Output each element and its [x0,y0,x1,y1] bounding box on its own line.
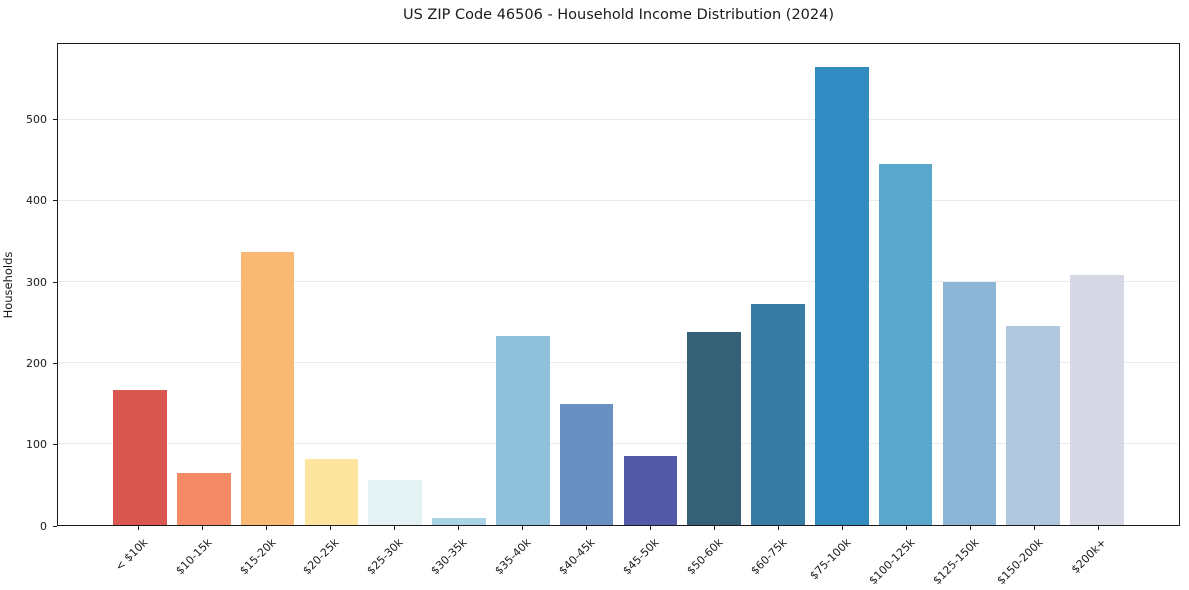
bar-$15-20k [240,252,295,525]
bar-slot [1065,44,1129,525]
y-tick-mark [53,200,57,202]
x-tick-mark [266,526,268,530]
bar-< $10k [113,389,167,525]
x-tick-label: $50-60k [684,536,726,578]
gridline [58,281,1179,283]
bar-$60-75k [751,303,805,525]
x-tick-mark [969,526,971,530]
bar-$35-40k [495,336,550,525]
y-tick-mark [53,444,57,446]
y-tick-label: 0 [40,519,47,533]
x-tick-label: $60-75k [748,536,790,578]
x-tick-mark [713,526,715,530]
x-tick-mark [330,526,332,530]
x-tick-label: $20-25k [300,536,342,578]
x-tick-label: $10-15k [172,536,215,578]
x-tick-mark [586,526,588,530]
y-tick-mark [53,118,57,120]
x-tick-label: $35-40k [492,536,534,578]
bar-$10-15k [176,473,231,525]
bar-slot [555,44,619,525]
bar-$30-35k [432,517,486,525]
y-tick-label: 300 [26,275,47,289]
x-tick-mark [138,526,140,530]
bar-$150-200k [1006,325,1061,525]
bar-$45-50k [623,456,678,525]
x-tick-mark [1097,526,1099,530]
x-tick-mark [394,526,396,530]
y-tick-label: 400 [26,194,47,208]
x-tick-label: $40-45k [556,536,598,578]
bar-slot [746,44,810,525]
bar-slot [1001,44,1065,525]
bar-$100-125k [878,163,933,525]
bar-$40-45k [559,404,614,525]
x-tick-label: $150-200k [994,536,1046,588]
x-tick-label: $200k+ [1069,536,1110,577]
bar-slot [810,44,874,525]
bar-slot [299,44,363,525]
bar-slot [938,44,1002,525]
bars-layer [58,44,1179,525]
x-tick-label: $45-50k [620,536,662,578]
x-tick-mark [1033,526,1035,530]
y-tick-mark [53,525,57,527]
gridline [58,119,1179,121]
bar-$50-60k [687,332,742,525]
x-tick-label: $30-35k [428,536,470,578]
bar-$75-100k [815,67,869,525]
bar-slot [874,44,938,525]
bar-slot [172,44,236,525]
bar-$125-150k [942,282,997,525]
bar-slot [619,44,683,525]
x-tick-mark [522,526,524,530]
x-tick-mark [649,526,651,530]
bar-$25-30k [368,480,422,525]
x-tick-label: $75-100k [807,536,854,583]
bar-slot [236,44,300,525]
gridline [58,362,1179,364]
gridline [58,443,1179,445]
x-tick-label: $100-125k [866,536,918,588]
gridline [58,200,1179,202]
x-tick-mark [777,526,779,530]
x-tick-mark [905,526,907,530]
y-tick-mark [53,362,57,364]
bar-$200k+ [1070,274,1124,525]
bar-slot [491,44,555,525]
y-tick-label: 500 [26,112,47,126]
x-tick-mark [458,526,460,530]
x-tick-mark [841,526,843,530]
x-tick-mark [202,526,204,530]
bar-slot [363,44,427,525]
x-tick-label: $125-150k [930,536,982,588]
y-tick-label: 200 [26,356,47,370]
y-axis: 0 100 200 300 400 500 [0,43,57,532]
bar-$20-25k [304,458,359,525]
x-tick-label: $25-30k [364,536,406,578]
bar-slot [108,44,172,525]
y-tick-mark [53,281,57,283]
x-tick-label: $15-20k [236,536,279,578]
bar-slot [682,44,746,525]
plot-area [57,43,1180,526]
y-tick-label: 100 [26,438,47,452]
bar-slot [427,44,491,525]
x-axis: < $10k $10-15k $15-20k $20-25k $25-30k $30-35… [57,526,1180,590]
chart-title: US ZIP Code 46506 - Household Income Dis… [402,7,835,23]
x-tick-label: < $10k [112,536,151,574]
